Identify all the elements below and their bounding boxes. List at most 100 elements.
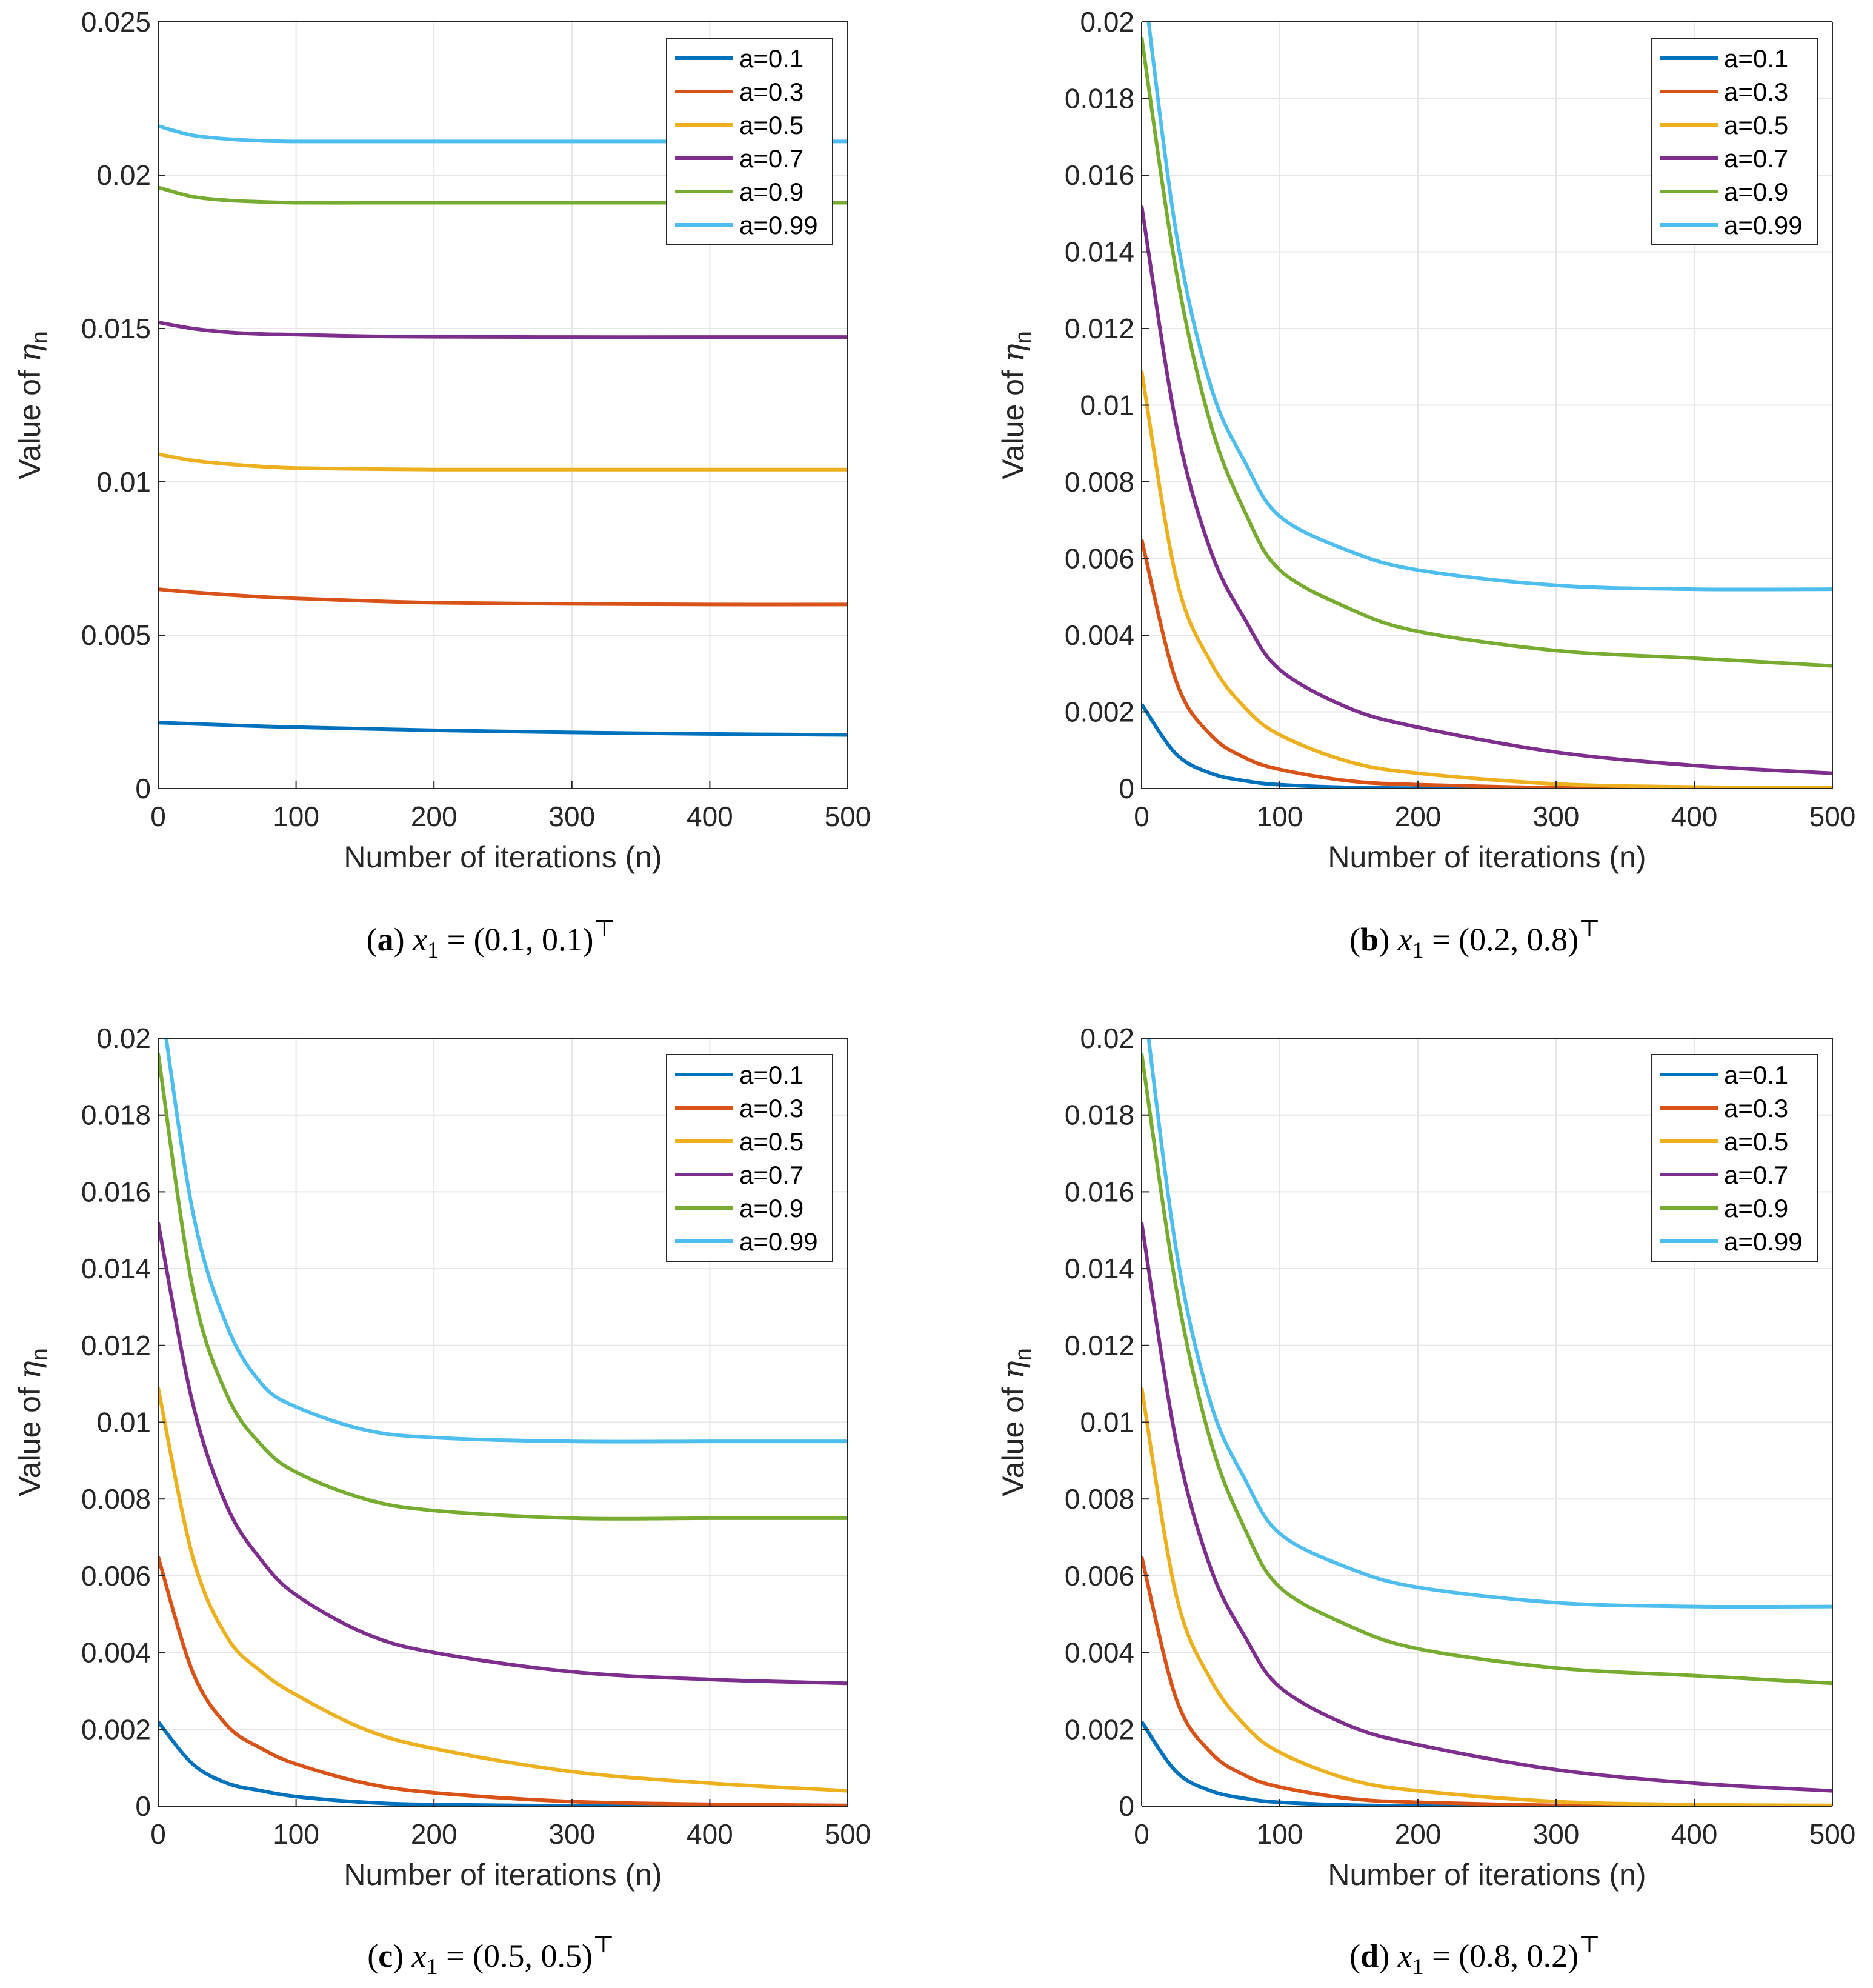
series-line-a=0.99: [1146, 1038, 1832, 1609]
legend-label: a=0.9: [1724, 1194, 1788, 1222]
x-axis-label: Number of iterations (n): [1328, 1858, 1646, 1892]
y-tick-label: 0.012: [1065, 313, 1134, 344]
x-tick-label: 400: [1671, 801, 1718, 832]
x-tick-label: 100: [1257, 801, 1303, 832]
legend-label: a=0.7: [1724, 144, 1788, 173]
caption-paren: ): [1379, 1938, 1397, 1974]
x-tick-label: 300: [1533, 801, 1580, 832]
caption-superscript: ⊤: [593, 1932, 614, 1958]
y-tick-label: 0.02: [1080, 1022, 1134, 1054]
legend-box: [666, 38, 833, 245]
legend-box: [1651, 38, 1818, 245]
y-tick-label: 0.008: [81, 1483, 151, 1515]
series-line-a=0.5: [1142, 1387, 1832, 1806]
x-tick-label: 300: [548, 1818, 595, 1850]
y-tick-label: 0.004: [1065, 1637, 1134, 1669]
series-line-a=0.1: [158, 721, 848, 737]
y-tick-label: 0.014: [81, 1253, 151, 1284]
y-tick-label: 0.012: [1065, 1330, 1134, 1361]
series-line-a=0.9: [158, 1053, 848, 1521]
legend-label: a=0.1: [739, 44, 803, 73]
y-tick-label: 0.005: [81, 619, 151, 651]
y-axis-label-subscript: n: [1011, 331, 1036, 344]
y-tick-label: 0.01: [1080, 1407, 1134, 1438]
x-tick-label: 100: [273, 1818, 319, 1850]
caption-value: = (0.1, 0.1): [439, 921, 593, 958]
legend-box: [1651, 1054, 1818, 1262]
legend-label: a=0.7: [739, 1161, 803, 1189]
subfigure-caption: (c) x1 = (0.5, 0.5)⊤: [367, 1932, 614, 1980]
series-line-a=0.1: [1142, 1720, 1832, 1806]
legend: a=0.1 a=0.3 a=0.5 a=0.7 a=0.9 a=0.99: [666, 1054, 833, 1262]
y-tick-label: 0.016: [1065, 159, 1134, 191]
series-line-a=0.5: [158, 1387, 848, 1793]
legend-label: a=0.99: [1724, 1227, 1803, 1256]
legend-label: a=0.3: [739, 78, 803, 106]
x-tick-label: 400: [687, 1818, 733, 1850]
caption-paren: ): [394, 921, 413, 958]
legend-label: a=0.9: [1724, 178, 1788, 206]
caption-superscript: ⊤: [1579, 916, 1600, 941]
legend-label: a=0.99: [739, 1227, 818, 1256]
legend-label: a=0.7: [1724, 1161, 1788, 1189]
caption-subscript: 1: [1412, 938, 1424, 963]
x-tick-label: 100: [273, 801, 319, 832]
caption-subscript: 1: [1412, 1954, 1424, 1980]
legend-label: a=0.5: [739, 111, 803, 139]
x-axis-label: Number of iterations (n): [1328, 840, 1646, 874]
y-tick-label: 0.008: [1065, 1483, 1134, 1515]
series-line-a=0.7: [158, 1222, 848, 1686]
caption-label: d: [1360, 1938, 1379, 1974]
y-tick-label: 0.012: [81, 1330, 151, 1361]
legend-label: a=0.5: [739, 1127, 803, 1156]
y-tick-label: 0.006: [1065, 1560, 1134, 1592]
y-tick-label: 0.002: [1065, 1713, 1134, 1745]
x-tick-label: 300: [1533, 1818, 1580, 1850]
subfigure-caption: (b) x1 = (0.2, 0.8)⊤: [1349, 916, 1600, 963]
panel-c: 0 100 200 300 400 500 0 0.002 0.004 0.006 0.008 0.0…: [12, 1022, 871, 1980]
y-tick-label: 0.02: [96, 159, 151, 191]
legend-label: a=0.7: [739, 144, 803, 173]
y-tick-label: 0.025: [81, 6, 151, 38]
series-line-a=0.7: [1142, 1222, 1832, 1793]
y-tick-label: 0.002: [1065, 696, 1134, 728]
y-axis-label: Value of ηn: [12, 1348, 53, 1496]
caption-paren: (: [367, 1938, 378, 1974]
y-tick-label: 0.006: [1065, 543, 1134, 575]
y-tick-label: 0.02: [1080, 6, 1134, 38]
y-tick-label: 0.004: [1065, 619, 1134, 651]
y-tick-label: 0: [135, 1790, 151, 1822]
y-tick-label: 0.006: [81, 1560, 151, 1592]
series-line-a=0.7: [158, 320, 848, 339]
x-tick-label: 400: [687, 801, 733, 832]
x-axis-label: Number of iterations (n): [344, 1858, 662, 1892]
y-tick-label: 0.02: [96, 1022, 151, 1054]
y-tick-label: 0.016: [1065, 1176, 1134, 1207]
series-lines: [158, 1038, 848, 1806]
caption-variable: x: [1397, 1938, 1412, 1974]
x-tick-label: 0: [1134, 1818, 1149, 1850]
y-tick-label: 0.014: [1065, 1253, 1134, 1284]
y-tick-label: 0: [1119, 773, 1134, 804]
caption-paren: (: [1349, 1938, 1360, 1974]
caption-value: = (0.8, 0.2): [1424, 1938, 1579, 1974]
series-line-a=0.9: [1142, 36, 1832, 668]
y-tick-label: 0.008: [1065, 466, 1134, 498]
x-tick-label: 500: [825, 1818, 871, 1850]
caption-paren: (: [367, 921, 378, 958]
legend-label: a=0.1: [739, 1061, 803, 1089]
x-tick-label: 200: [1395, 801, 1442, 832]
caption-paren: ): [393, 1938, 411, 1974]
legend: a=0.1 a=0.3 a=0.5 a=0.7 a=0.9 a=0.99: [1651, 38, 1818, 245]
x-tick-label: 200: [1395, 1818, 1442, 1850]
y-tick-label: 0.01: [96, 466, 151, 498]
x-tick-label: 0: [150, 1818, 166, 1850]
y-tick-label: 0: [135, 773, 151, 804]
x-tick-label: 500: [1809, 1818, 1856, 1850]
legend-label: a=0.3: [739, 1094, 803, 1122]
series-line-a=0.9: [1142, 1053, 1832, 1686]
caption-label: c: [378, 1938, 393, 1974]
y-axis-label-subscript: n: [1011, 1348, 1036, 1361]
y-tick-label: 0.018: [1065, 83, 1134, 115]
